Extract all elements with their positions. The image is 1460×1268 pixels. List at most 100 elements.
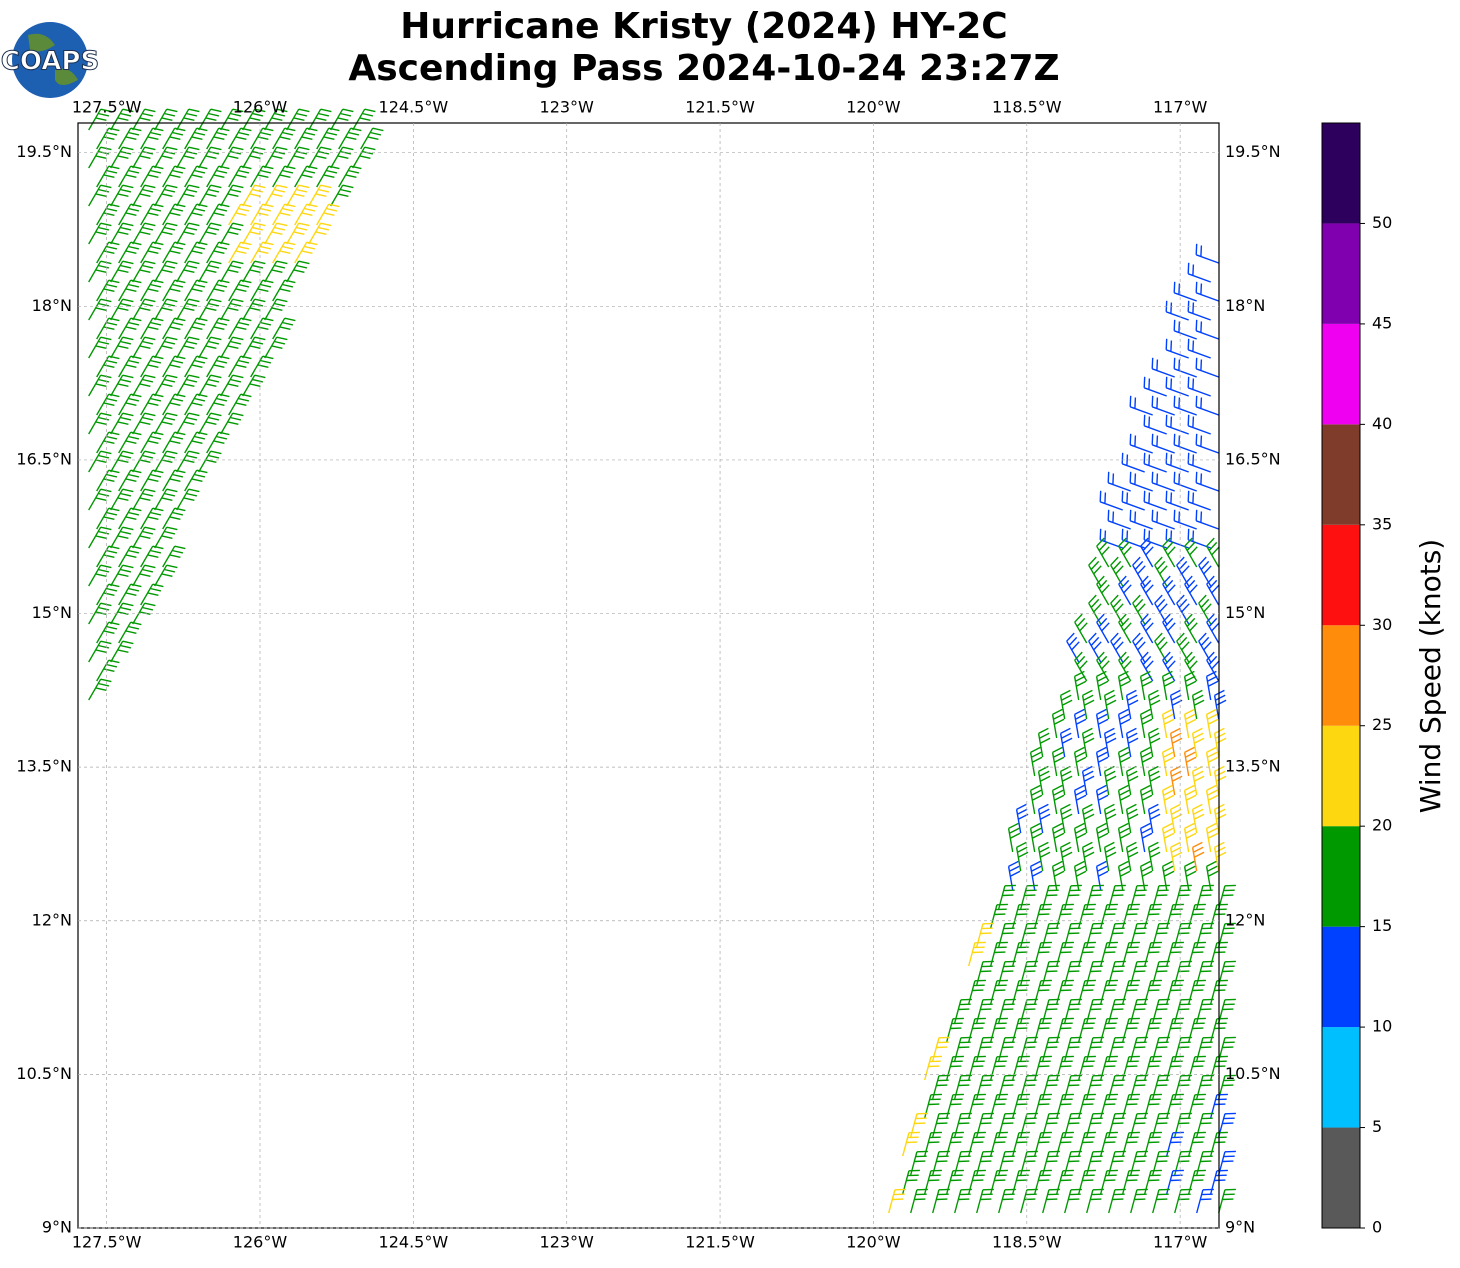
wind-barb bbox=[88, 564, 112, 587]
wind-barb bbox=[990, 1093, 1008, 1119]
wind-barb bbox=[1064, 922, 1082, 948]
wind-barb bbox=[1143, 376, 1167, 397]
wind-barb bbox=[1196, 1036, 1214, 1062]
wind-barb bbox=[220, 108, 244, 131]
wind-barb bbox=[1100, 903, 1118, 929]
wind-barb bbox=[154, 260, 178, 283]
wind-barb bbox=[1183, 822, 1197, 853]
wind-barb bbox=[1015, 841, 1029, 872]
wind-barb bbox=[1198, 632, 1212, 663]
wind-barb bbox=[1165, 338, 1189, 359]
wind-barb bbox=[132, 108, 156, 131]
wind-barb bbox=[1152, 1074, 1170, 1100]
wind-barb bbox=[1144, 1131, 1162, 1157]
wind-barb bbox=[316, 165, 340, 188]
wind-barb bbox=[140, 241, 164, 264]
wind-barb bbox=[998, 1112, 1016, 1138]
wind-barb bbox=[1056, 903, 1074, 929]
wind-barb bbox=[1086, 884, 1104, 910]
wind-barb bbox=[1078, 979, 1096, 1005]
wind-barb bbox=[140, 393, 164, 416]
colorbar-tick-label: 10 bbox=[1372, 1017, 1392, 1036]
wind-barb bbox=[924, 1169, 942, 1195]
wind-barb bbox=[1064, 1112, 1082, 1138]
wind-barb bbox=[132, 146, 156, 169]
wind-barb bbox=[1056, 941, 1074, 967]
wind-barb bbox=[140, 203, 164, 226]
x-tick-label-bottom: 120°W bbox=[846, 1233, 901, 1252]
wind-barb bbox=[132, 222, 156, 245]
wind-barb bbox=[990, 979, 1008, 1005]
wind-barb bbox=[294, 203, 318, 226]
wind-barb bbox=[1205, 708, 1219, 739]
subtitle: Ascending Pass 2024-10-24 23:27Z bbox=[348, 48, 1059, 89]
wind-barb bbox=[1064, 1188, 1082, 1214]
y-tick-label-right: 15°N bbox=[1225, 603, 1265, 622]
wind-barb bbox=[1154, 556, 1168, 587]
wind-barb bbox=[1078, 1093, 1096, 1119]
wind-barb bbox=[118, 431, 142, 454]
wind-barb bbox=[110, 146, 134, 169]
wind-barb bbox=[1108, 884, 1126, 910]
wind-barb bbox=[1020, 1112, 1038, 1138]
wind-barb bbox=[206, 355, 230, 378]
colorbar-tick-label: 20 bbox=[1372, 816, 1392, 835]
wind-barb bbox=[88, 298, 112, 321]
wind-barb bbox=[1012, 1131, 1030, 1157]
wind-barb bbox=[96, 279, 120, 302]
y-tick-label-left: 9°N bbox=[42, 1218, 72, 1237]
wind-barb bbox=[1166, 1093, 1184, 1119]
wind-barb bbox=[1161, 670, 1175, 701]
wind-barb bbox=[1056, 1055, 1074, 1081]
wind-barb bbox=[1118, 537, 1132, 568]
wind-barb bbox=[198, 146, 222, 169]
x-tick-label-bottom: 117°W bbox=[1153, 1233, 1208, 1252]
wind-barb bbox=[272, 241, 296, 264]
wind-barb bbox=[96, 583, 120, 606]
wind-barb bbox=[176, 108, 200, 131]
wind-barb bbox=[1196, 1150, 1214, 1176]
wind-barb bbox=[1132, 632, 1146, 663]
wind-barb bbox=[1143, 414, 1167, 435]
wind-barb bbox=[1020, 1036, 1038, 1062]
wind-barb bbox=[1118, 613, 1132, 644]
y-tick-label-left: 18°N bbox=[32, 296, 72, 315]
wind-barb bbox=[1107, 471, 1131, 492]
wind-barb bbox=[1117, 708, 1131, 739]
wind-barb bbox=[1042, 1074, 1060, 1100]
wind-barb bbox=[1078, 941, 1096, 967]
wind-barb bbox=[162, 165, 186, 188]
wind-barb bbox=[162, 317, 186, 340]
y-tick-label-right: 9°N bbox=[1225, 1218, 1255, 1237]
wind-barb bbox=[1059, 803, 1073, 834]
wind-barb bbox=[1122, 1169, 1140, 1195]
wind-barb bbox=[968, 1169, 986, 1195]
y-tick-label-left: 16.5°N bbox=[16, 449, 72, 468]
wind-barb bbox=[1162, 537, 1176, 568]
wind-barb bbox=[1147, 689, 1161, 720]
wind-barb bbox=[1191, 689, 1205, 720]
wind-barb bbox=[132, 412, 156, 435]
wind-barb bbox=[264, 222, 288, 245]
wind-barb bbox=[118, 393, 142, 416]
wind-barb bbox=[184, 241, 208, 264]
wind-barb bbox=[154, 108, 178, 131]
wind-barb bbox=[154, 488, 178, 511]
wind-barb bbox=[968, 1055, 986, 1081]
wind-barb bbox=[96, 355, 120, 378]
colorbar-tick-label: 0 bbox=[1372, 1218, 1382, 1237]
wind-barb bbox=[968, 979, 986, 1005]
wind-barb bbox=[1051, 822, 1065, 853]
wind-barb bbox=[154, 450, 178, 473]
wind-barb bbox=[1095, 822, 1109, 853]
wind-barb bbox=[228, 241, 252, 264]
wind-barb bbox=[1173, 357, 1197, 378]
wind-barb bbox=[1195, 243, 1219, 264]
wind-barb bbox=[110, 298, 134, 321]
wind-barb bbox=[308, 108, 332, 131]
wind-barb bbox=[184, 165, 208, 188]
wind-barb bbox=[1108, 1074, 1126, 1100]
wind-barb bbox=[88, 450, 112, 473]
wind-barb bbox=[1188, 1093, 1206, 1119]
wind-barb bbox=[1183, 708, 1197, 739]
